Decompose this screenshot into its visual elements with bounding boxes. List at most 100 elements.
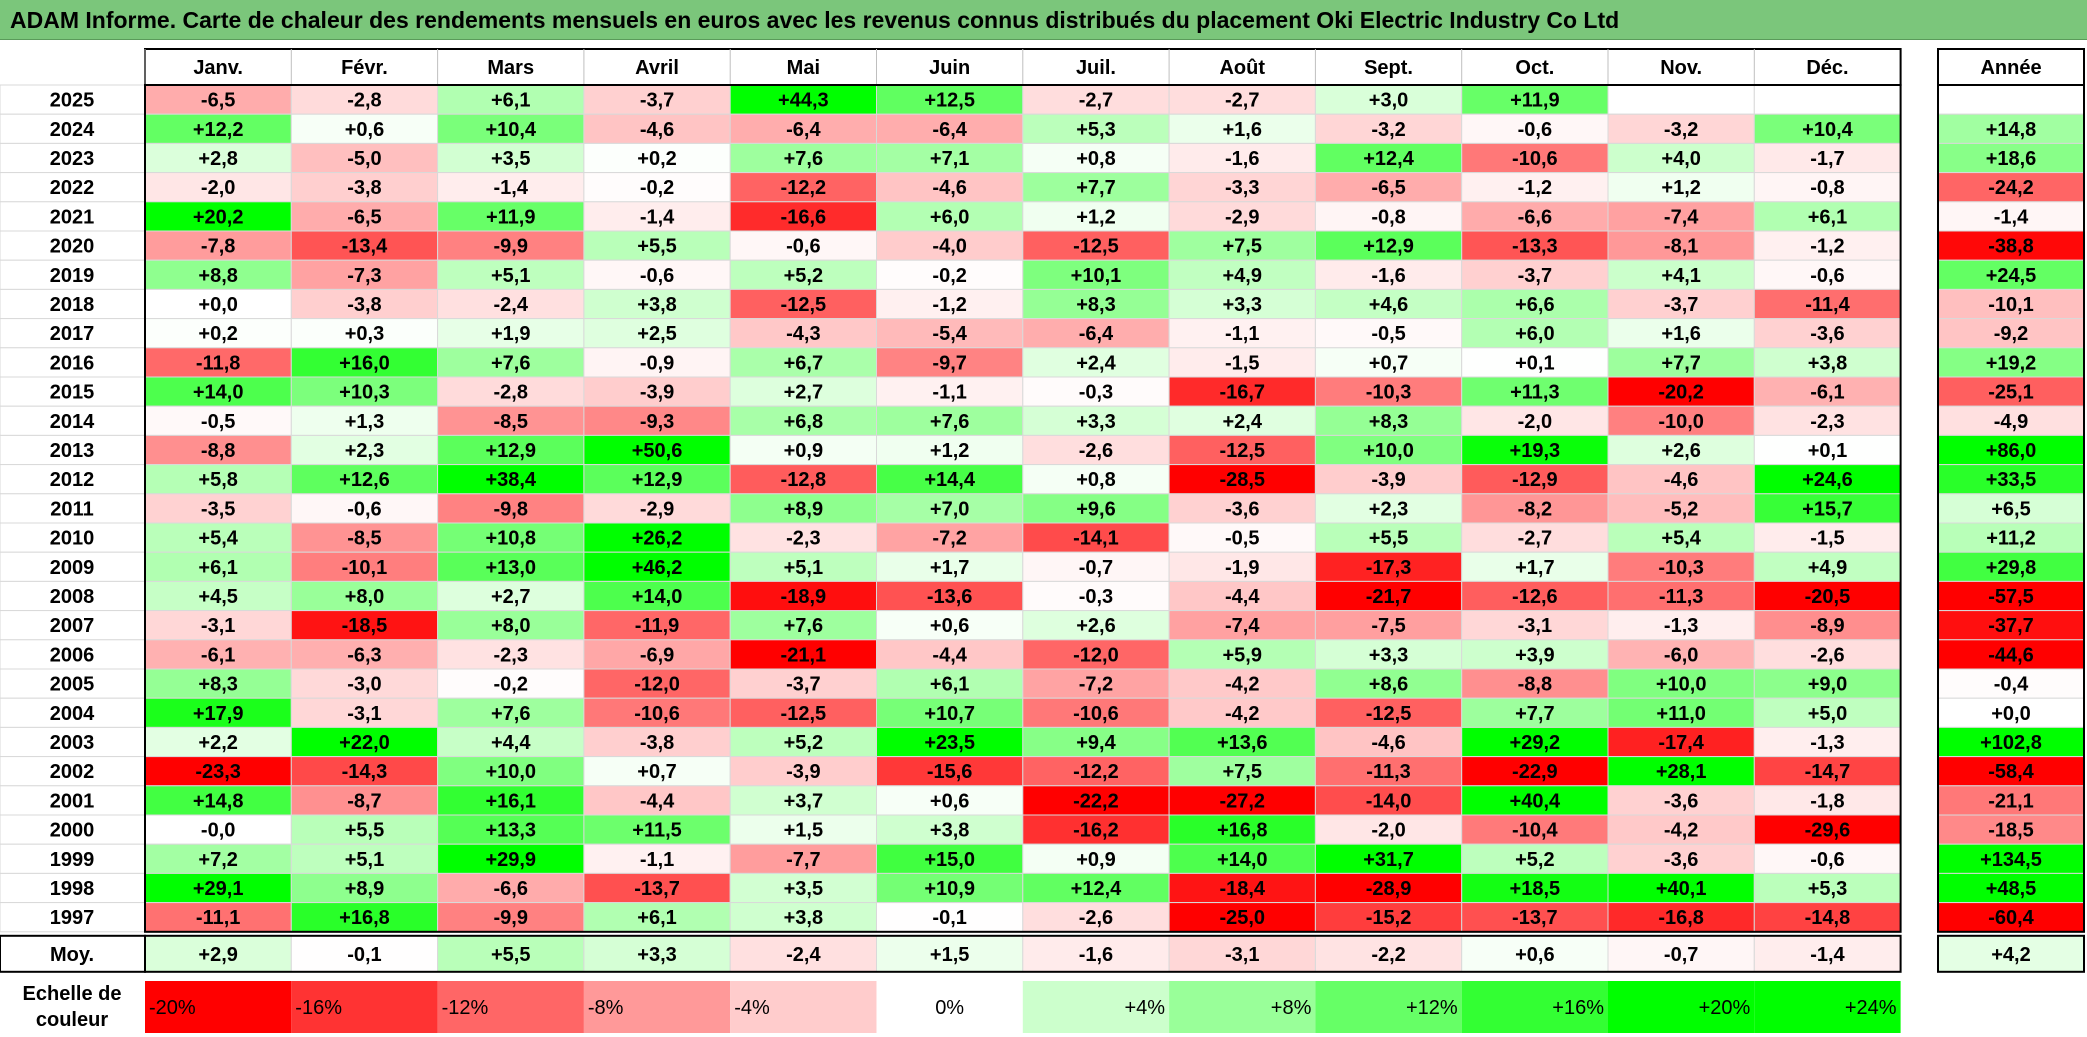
heatmap-cell: [1461, 522, 1609, 553]
heatmap-cell: [1168, 639, 1316, 670]
cell-value: -7,3: [347, 265, 381, 287]
heatmap-cell: [1314, 580, 1463, 612]
cell-value: -5,4: [932, 323, 967, 345]
cell-value: -7,8: [201, 236, 235, 258]
heatmap-cell: [144, 142, 292, 174]
heatmap-cell: [1168, 113, 1316, 144]
cell-value: -0,7: [1079, 557, 1113, 579]
cell-value: -1,1: [932, 382, 966, 404]
cell-value: -4,4: [1225, 586, 1260, 608]
heatmap-cell: [876, 464, 1024, 495]
cell-value: -13,6: [927, 586, 973, 608]
annual-value: +33,5: [1986, 469, 2037, 491]
year-label: 2002: [50, 761, 95, 783]
cell-value: +2,5: [637, 323, 676, 345]
average-annual-cell: [1937, 934, 2085, 973]
heatmap-cell: [1168, 697, 1316, 728]
cell-value: -1,4: [494, 177, 529, 199]
heatmap-cell: [437, 347, 585, 378]
heatmap-cell: [1753, 785, 1902, 816]
cell-value: +1,2: [1661, 177, 1700, 199]
cell-value: -14,3: [342, 761, 388, 783]
cell-value: +3,8: [1808, 352, 1847, 374]
cell-value: +12,6: [339, 469, 390, 491]
heatmap-cell: [437, 376, 585, 407]
cell-value: -3,1: [201, 615, 235, 637]
cell-value: -8,8: [201, 440, 235, 462]
heatmap-cell: [290, 464, 439, 495]
month-header: Oct.: [1515, 57, 1554, 79]
heatmap-cell: [1314, 902, 1463, 933]
cell-value: +5,9: [1223, 644, 1262, 666]
heatmap-cell: [144, 726, 292, 758]
heatmap-cell: [1461, 405, 1609, 436]
cell-value: -9,9: [494, 907, 528, 929]
heatmap-cell: [1607, 756, 1755, 787]
heatmap-cell: [437, 464, 585, 495]
month-header: Avril: [635, 57, 679, 79]
cell-value: +9,4: [1076, 732, 1116, 754]
heatmap-cell: [144, 434, 292, 466]
annual-cell: [1937, 288, 2085, 320]
heatmap-cell: [729, 318, 878, 349]
cell-value: +0,2: [198, 323, 237, 345]
cell-value: +0,8: [1076, 148, 1115, 170]
cell-value: -0,6: [786, 236, 820, 258]
heatmap-cell: [290, 113, 439, 144]
heatmap-cell: [144, 843, 292, 874]
heatmap-cell: [290, 288, 439, 320]
cell-value: -14,0: [1366, 790, 1412, 812]
cell-value: +11,3: [1510, 382, 1560, 404]
cell-value: +7,1: [930, 148, 969, 170]
year-label: 2017: [50, 323, 95, 345]
annual-value: -9,2: [1994, 323, 2028, 345]
heatmap-cell: [876, 405, 1024, 436]
cell-value: +0,1: [1515, 352, 1554, 374]
scale-swatch: [730, 981, 877, 1033]
cell-value: +8,6: [1369, 674, 1408, 696]
cell-value: -12,8: [781, 469, 827, 491]
cell-value: -2,7: [1518, 528, 1552, 550]
heatmap-cell: [1607, 230, 1755, 261]
cell-value: -10,3: [1366, 382, 1412, 404]
cell-value: -11,4: [1805, 294, 1850, 316]
annual-value: -21,1: [1988, 790, 2034, 812]
cell-value: -10,4: [1512, 820, 1558, 842]
heatmap-cell: [729, 230, 878, 261]
cell-value: +0,9: [1076, 849, 1115, 871]
cell-value: -0,5: [1371, 323, 1405, 345]
annual-cell: [1937, 113, 2085, 144]
cell-value: -21,7: [1366, 586, 1412, 608]
year-label: 2016: [50, 352, 95, 374]
cell-value: +0,8: [1076, 469, 1115, 491]
cell-value: -2,9: [1225, 206, 1259, 228]
heatmap-cell: [1314, 814, 1463, 845]
cell-value: -3,6: [1664, 849, 1698, 871]
cell-value: -13,4: [342, 236, 388, 258]
year-label: 2011: [50, 498, 93, 520]
cell-value: -6,9: [640, 644, 674, 666]
scale-value: +4%: [1125, 997, 1166, 1019]
heatmap-cell: [1168, 434, 1316, 466]
cell-value: +12,9: [1363, 236, 1414, 258]
cell-value: -0,5: [201, 411, 235, 433]
cell-value: +5,0: [1808, 703, 1847, 725]
cell-value: -4,6: [1371, 732, 1405, 754]
heatmap-cell: [583, 318, 731, 349]
cell-value: -2,6: [1810, 644, 1844, 666]
cell-value: -2,7: [1079, 90, 1113, 112]
heatmap-cell: [1168, 493, 1316, 524]
heatmap-cell: [290, 814, 439, 845]
heatmap-cell: [1461, 872, 1609, 904]
cell-value: +0,6: [345, 119, 384, 141]
cell-value: +3,5: [491, 148, 530, 170]
cell-value: -22,2: [1073, 790, 1119, 812]
cell-value: -9,3: [640, 411, 674, 433]
cell-value: +2,8: [198, 148, 237, 170]
year-cell: [0, 376, 146, 407]
heatmap-cell: [1461, 84, 1609, 115]
heatmap-cell: [1461, 551, 1609, 582]
cell-value: -1,1: [640, 849, 674, 871]
annual-value: -58,4: [1988, 761, 2034, 783]
month-header: Mars: [487, 57, 534, 79]
